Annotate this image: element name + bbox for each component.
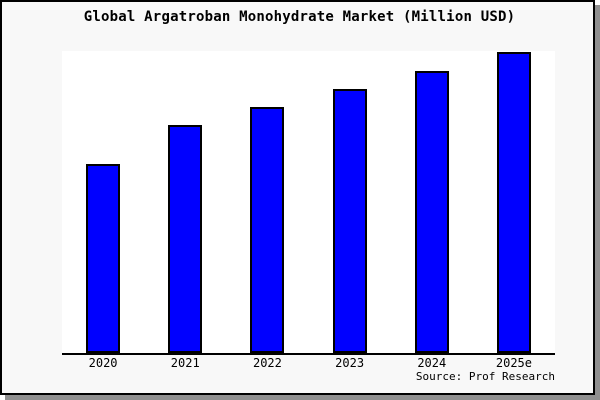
bar-2022 (250, 107, 285, 353)
frame-shadow-bottom (5, 395, 600, 400)
chart-title: Global Argatroban Monohydrate Market (Mi… (83, 9, 516, 25)
x-tick-2020: 2020 (88, 356, 118, 370)
bar-2020 (86, 164, 121, 353)
source-note: Source: Prof Research (415, 370, 555, 383)
bar-2023 (332, 89, 367, 353)
x-tick-2021: 2021 (170, 356, 200, 370)
bar-2025e (496, 52, 531, 353)
bar-2021 (168, 125, 203, 353)
bar-2024 (414, 71, 449, 353)
x-tick-2023: 2023 (335, 356, 365, 370)
x-axis-labels: 2020 2021 2022 2023 2024 2025e (62, 356, 555, 370)
x-tick-2022: 2022 (252, 356, 282, 370)
x-tick-2025e: 2025e (495, 356, 532, 370)
frame-shadow-right (595, 5, 600, 400)
plot-area (62, 51, 555, 355)
x-tick-2024: 2024 (417, 356, 447, 370)
chart-frame: Global Argatroban Monohydrate Market (Mi… (0, 0, 595, 395)
